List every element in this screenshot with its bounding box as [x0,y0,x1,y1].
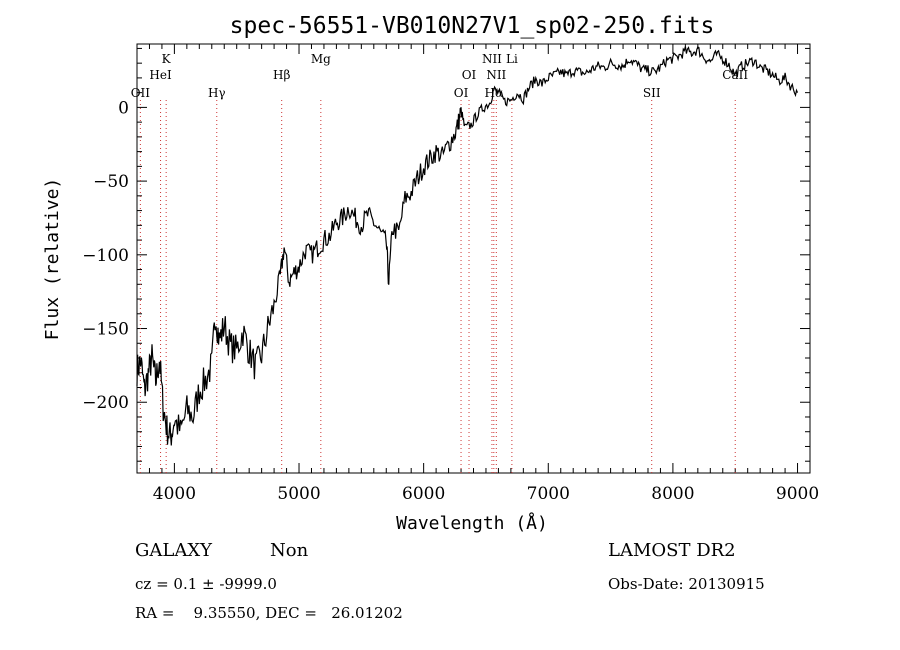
spectral-line-label: OII [131,86,151,100]
y-tick-label: −200 [82,393,129,413]
chart-title: spec-56551-VB010N27V1_sp02-250.fits [230,13,715,39]
spectrum-line [136,46,799,446]
spectral-line-label: HeI [149,68,172,82]
survey-name: LAMOST DR2 [608,540,736,561]
spectral-line-label: Li [506,52,518,66]
x-tick-label: 5000 [277,484,320,504]
spectral-line-label: K [162,52,172,66]
spectral-line-label: OI [454,86,469,100]
spectral-line-label: Hα [485,86,504,100]
plot-axes: 4000 5000 6000 7000 8000 9000 0 −50 −100 −150 −200 [82,43,819,504]
x-tick-label: 8000 [651,484,694,504]
y-tick-label: −150 [82,320,129,340]
spectral-line-label: Hβ [273,68,290,82]
spectral-line-label: NII [482,52,502,66]
spectral-line-label: CaII [722,68,748,82]
y-tick-label: −50 [93,172,129,192]
y-tick-label: −100 [82,246,129,266]
observation-date: Obs-Date: 20130915 [608,575,765,593]
redshift-cz: cz = 0.1 ± -9999.0 [135,575,277,593]
object-subclass: Non [270,540,309,561]
object-class: GALAXY [135,540,213,561]
spectral-line-label: Mg [311,52,331,66]
x-axis-label: Wavelength (Å) [396,512,548,534]
spectral-line-label: OI [462,68,477,82]
x-tick-label: 7000 [527,484,570,504]
spectral-line-label: NII [486,68,506,82]
x-tick-label: 4000 [153,484,196,504]
x-tick-label: 9000 [776,484,819,504]
y-axis-label: Flux (relative) [42,178,63,341]
ra-dec-coordinates: RA = 9.35550, DEC = 26.01202 [135,604,403,622]
spectral-line-label: Hγ [208,86,226,100]
x-tick-label: 6000 [402,484,445,504]
y-tick-label: 0 [118,98,129,118]
plot-frame [136,43,811,474]
spectral-line-markers: OII K HeI Hγ Hβ Mg OI OI NII NII Hα Li SII CaII [131,52,748,473]
spectral-line-label: SII [643,86,661,100]
